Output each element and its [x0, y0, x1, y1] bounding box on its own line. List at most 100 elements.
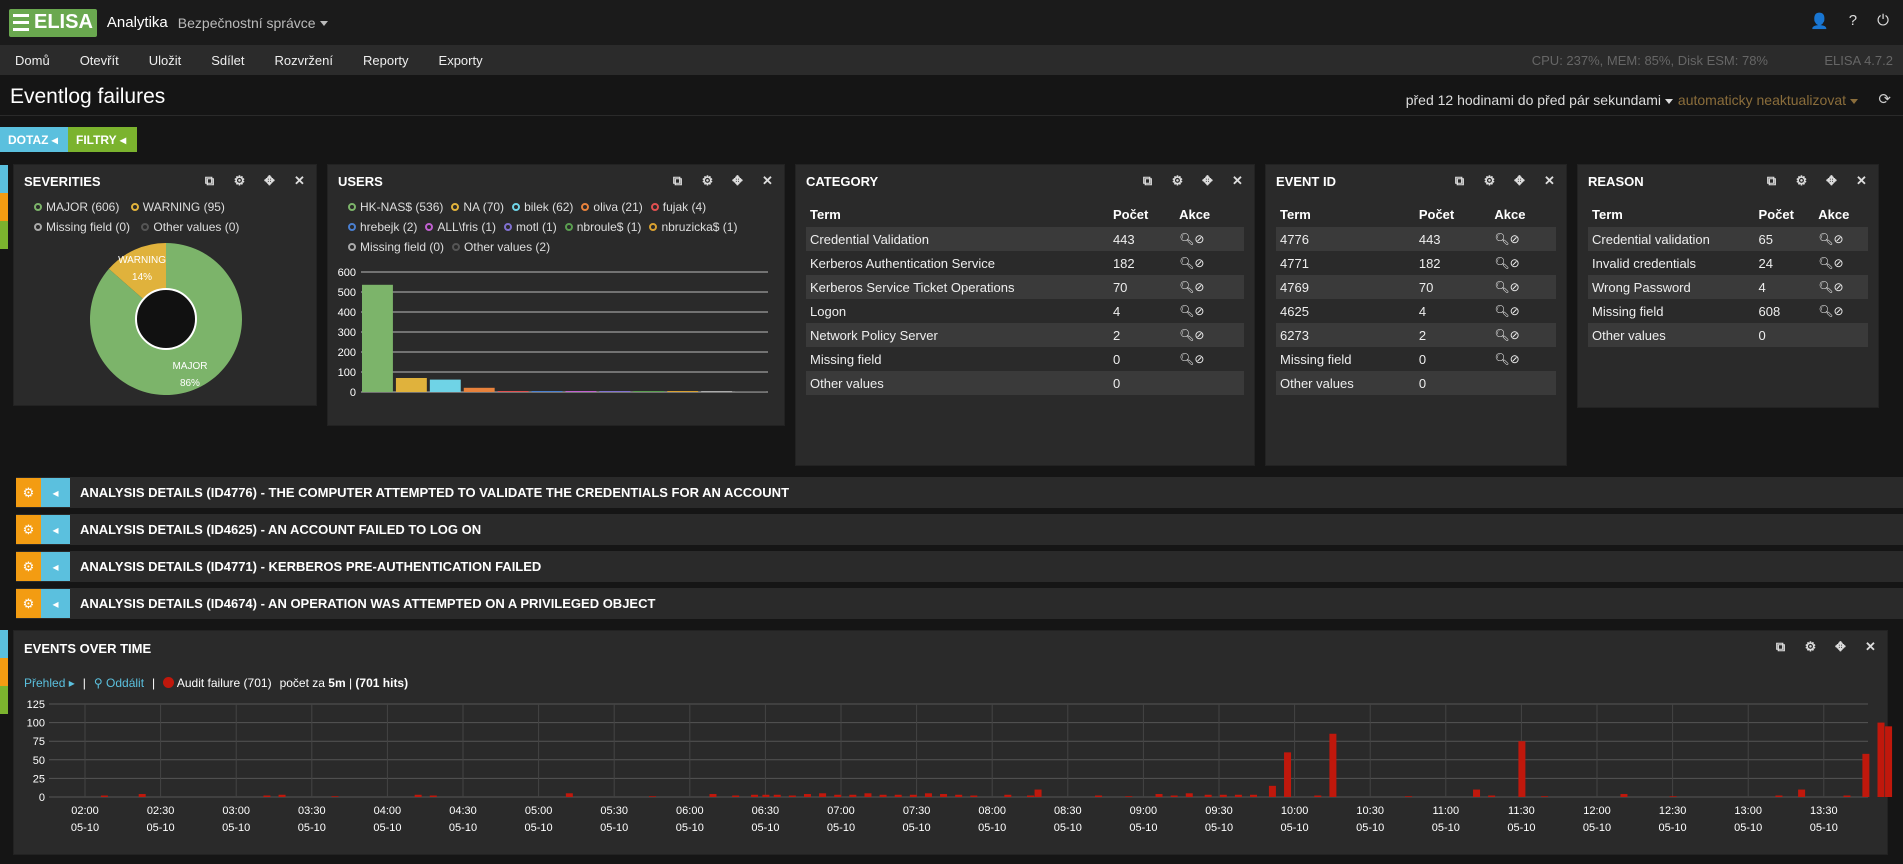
user-icon[interactable]: 👤 [1810, 13, 1829, 30]
ban-icon[interactable]: ⊘ [1833, 256, 1844, 270]
legend-item[interactable]: MAJOR (606) [34, 197, 119, 217]
bar-bilek[interactable] [429, 379, 461, 392]
side-tab-orange-2[interactable] [0, 658, 8, 686]
time-range-picker[interactable]: před 12 hodinami do před pár sekundami [1406, 92, 1673, 108]
gear-icon[interactable]: ⚙ [16, 515, 41, 544]
ban-icon[interactable]: ⊘ [1194, 280, 1205, 294]
search-icon[interactable]: 🔍︎ [1494, 304, 1510, 318]
search-icon[interactable]: 🔍︎ [1494, 232, 1510, 246]
close-icon[interactable]: ✕ [762, 173, 773, 188]
event-bar[interactable] [788, 795, 796, 797]
column-header[interactable]: Term [1592, 206, 1623, 222]
legend-item[interactable]: nbroule$ (1) [564, 217, 641, 237]
event-bar[interactable] [924, 793, 932, 797]
legend-item[interactable]: oliva (21) [581, 197, 643, 217]
search-icon[interactable]: 🔍︎ [1494, 352, 1510, 366]
overview-link[interactable]: Přehled ▸ [24, 676, 75, 690]
caret-left-icon[interactable]: ◂ [41, 589, 70, 618]
ban-icon[interactable]: ⊘ [1194, 352, 1205, 366]
event-bar[interactable] [1798, 789, 1806, 797]
event-bar[interactable] [1125, 796, 1133, 797]
event-bar[interactable] [1885, 726, 1893, 797]
ban-icon[interactable]: ⊘ [1509, 280, 1520, 294]
event-bar[interactable] [565, 793, 573, 797]
column-header[interactable]: Počet [1112, 206, 1149, 222]
analysis-row[interactable]: ⚙ ◂ ANALYSIS DETAILS (ID4674) - AN OPERAT… [16, 588, 1903, 619]
ban-icon[interactable]: ⊘ [1509, 328, 1520, 342]
menu-item-home[interactable]: Domů [15, 52, 50, 68]
event-bar[interactable] [138, 794, 146, 797]
gear-icon[interactable]: ⚙ [1804, 639, 1817, 654]
event-bar[interactable] [1219, 794, 1227, 797]
legend-item[interactable]: NA (70) [451, 197, 504, 217]
zoom-out-link[interactable]: ⚲ Oddálit [94, 676, 144, 690]
search-icon[interactable]: 🔍︎ [1818, 256, 1834, 270]
series-legend-item[interactable]: Audit failure (701) [163, 676, 272, 690]
legend-item[interactable]: Missing field (0) [34, 217, 130, 237]
search-icon[interactable]: 🔍︎ [1494, 280, 1510, 294]
legend-item[interactable]: hrebejk (2) [348, 217, 417, 237]
gear-icon[interactable]: ⚙ [233, 173, 246, 188]
event-bar[interactable] [414, 794, 422, 797]
ban-icon[interactable]: ⊘ [1194, 256, 1205, 270]
legend-item[interactable]: Other values (2) [452, 237, 550, 257]
event-bar[interactable] [762, 794, 770, 797]
event-bar[interactable] [1473, 789, 1481, 797]
copy-icon[interactable]: ⧉ [204, 173, 215, 188]
event-bar[interactable] [278, 794, 286, 797]
legend-item[interactable]: HK-NAS$ (536) [348, 197, 443, 217]
event-bar[interactable] [709, 794, 717, 797]
gear-icon[interactable]: ⚙ [1171, 173, 1184, 188]
ban-icon[interactable]: ⊘ [1509, 352, 1520, 366]
move-icon[interactable]: ✥ [1514, 173, 1525, 188]
column-header[interactable]: Akce [1818, 206, 1850, 222]
legend-item[interactable]: bilek (62) [512, 197, 573, 217]
search-icon[interactable]: 🔍︎ [1179, 328, 1195, 342]
event-bar[interactable] [263, 795, 271, 797]
event-bar[interactable] [1620, 794, 1628, 797]
move-icon[interactable]: ✥ [1826, 173, 1837, 188]
close-icon[interactable]: ✕ [1865, 639, 1876, 654]
legend-item[interactable]: fujak (4) [650, 197, 706, 217]
search-icon[interactable]: 🔍︎ [1179, 304, 1195, 318]
close-icon[interactable]: ✕ [1544, 173, 1555, 188]
legend-item[interactable]: WARNING (95) [130, 197, 225, 217]
event-bar[interactable] [1268, 785, 1276, 797]
filters-button[interactable]: FILTRY ◂ [68, 127, 137, 152]
close-icon[interactable]: ✕ [294, 173, 305, 188]
ban-icon[interactable]: ⊘ [1833, 232, 1844, 246]
column-header[interactable]: Počet [1418, 206, 1455, 222]
side-tab-blue-2[interactable] [0, 630, 8, 658]
column-header[interactable]: Počet [1758, 206, 1794, 222]
analysis-row[interactable]: ⚙ ◂ ANALYSIS DETAILS (ID4776) - THE COMPU… [16, 477, 1903, 508]
search-icon[interactable]: 🔍︎ [1494, 256, 1510, 270]
ban-icon[interactable]: ⊘ [1833, 304, 1844, 318]
bar-Other values[interactable] [735, 391, 766, 392]
analysis-title[interactable]: ANALYSIS DETAILS (ID4776) - THE COMPUTER… [80, 485, 790, 500]
event-bar[interactable] [1027, 795, 1034, 797]
move-icon[interactable]: ✥ [1835, 639, 1846, 654]
hamburger-icon[interactable] [13, 13, 29, 32]
search-icon[interactable]: 🔍︎ [1179, 352, 1195, 366]
pie-slice-major[interactable] [89, 243, 242, 395]
event-bar[interactable] [1170, 795, 1178, 797]
ban-icon[interactable]: ⊘ [1509, 304, 1520, 318]
copy-icon[interactable]: ⧉ [1142, 173, 1153, 188]
event-bar[interactable] [864, 793, 872, 797]
event-bar[interactable] [751, 794, 759, 797]
bar-nbruzicka$[interactable] [667, 391, 699, 392]
event-bar[interactable] [849, 794, 857, 797]
copy-icon[interactable]: ⧉ [1766, 173, 1777, 188]
move-icon[interactable]: ✥ [1202, 173, 1213, 188]
bar-fujak[interactable] [497, 391, 529, 392]
move-icon[interactable]: ✥ [264, 173, 275, 188]
gear-icon[interactable]: ⚙ [16, 552, 41, 581]
copy-icon[interactable]: ⧉ [672, 173, 683, 188]
event-bar[interactable] [1004, 794, 1012, 797]
pie-slice-warning[interactable] [108, 243, 166, 300]
caret-left-icon[interactable]: ◂ [41, 478, 70, 507]
gear-icon[interactable]: ⚙ [1795, 173, 1808, 188]
event-bar[interactable] [1185, 793, 1193, 797]
column-header[interactable]: Term [1280, 206, 1311, 222]
event-bar[interactable] [1862, 753, 1870, 797]
